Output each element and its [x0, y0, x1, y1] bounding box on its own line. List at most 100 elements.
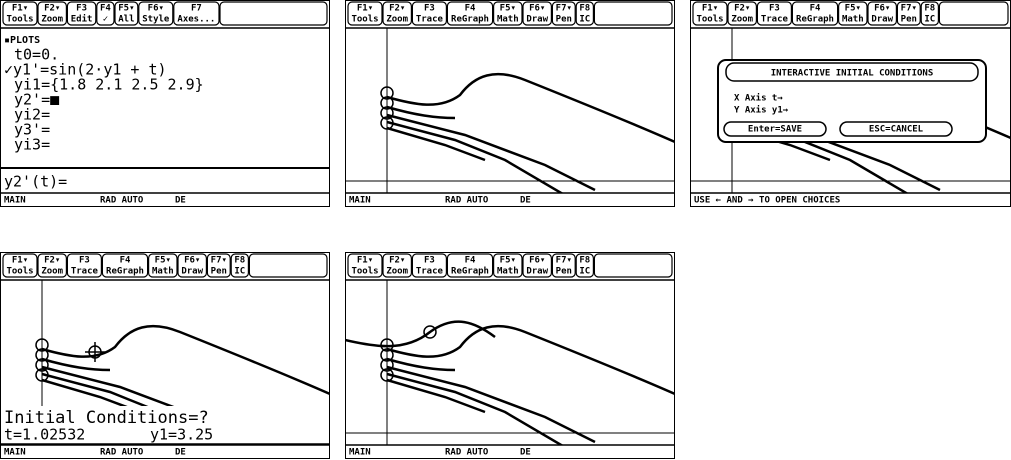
toolbar-key: F7▾ — [901, 4, 917, 14]
screen-content: F1▾ToolsF2▾ZoomF3TraceF4ReGraphF5▾MathF6… — [345, 0, 675, 207]
toolbar-key: F6▾ — [529, 256, 545, 266]
toolbar-label: Style — [142, 15, 170, 25]
toolbar-key: F2▾ — [734, 4, 750, 14]
toolbar-label: Pen — [211, 267, 227, 277]
toolbar-key: F2▾ — [389, 4, 405, 14]
status-text: DE — [175, 448, 186, 458]
status-text: MAIN — [4, 448, 26, 458]
toolbar-key: F4 — [100, 4, 111, 14]
toolbar-key: F5▾ — [500, 4, 516, 14]
toolbar-label: Draw — [526, 15, 548, 25]
toolbar-key: F4 — [465, 256, 476, 266]
screenshots: ▪PLOTSt0=0.✓y1'=sin(2·y1 + t)yi1={1.8 2.… — [0, 0, 1011, 460]
screen-bg — [345, 0, 675, 207]
toolbar-label: Math — [842, 15, 864, 25]
status-bg — [0, 445, 330, 459]
toolbar-key: F1▾ — [12, 256, 28, 266]
toolbar-key: F3 — [424, 256, 435, 266]
status-bg — [0, 193, 330, 207]
screen-bg — [345, 252, 675, 459]
calculator-screen: ▪PLOTSt0=0.✓y1'=sin(2·y1 + t)yi1={1.8 2.… — [0, 0, 330, 207]
dialog-button-label: Enter=SAVE — [748, 125, 802, 135]
status-text: RAD AUTO — [100, 448, 144, 458]
status-text: DE — [520, 448, 531, 458]
toolbar-label: IC — [924, 15, 935, 25]
toolbar-key: F3 — [769, 4, 780, 14]
toolbar-key: F7 — [191, 4, 202, 14]
status-text: DE — [175, 196, 186, 206]
toolbar-label: Pen — [901, 15, 917, 25]
toolbar-key: F1▾ — [357, 256, 373, 266]
toolbar-label: Trace — [416, 267, 444, 277]
toolbar-label: Zoom — [731, 15, 753, 25]
status-bg — [345, 445, 675, 459]
toolbar-empty — [220, 2, 327, 25]
toolbar-key: F2▾ — [44, 4, 60, 14]
toolbar-label: Edit — [71, 14, 93, 25]
toolbar-label: Zoom — [386, 267, 408, 277]
toolbar-key: F6▾ — [529, 4, 545, 14]
toolbar-key: F3 — [424, 4, 435, 14]
toolbar-label: Zoom — [41, 15, 63, 25]
toolbar-key: F1▾ — [357, 4, 373, 14]
status-text: RAD AUTO — [100, 196, 144, 206]
toolbar-label: Tools — [6, 15, 33, 25]
toolbar-key: F5▾ — [845, 4, 861, 14]
status-text: RAD AUTO — [445, 196, 489, 206]
screen-content: INTERACTIVE INITIAL CONDITIONS X Axis t→Y… — [690, 0, 1011, 207]
toolbar-label: Trace — [761, 15, 789, 25]
dialog: INTERACTIVE INITIAL CONDITIONS X Axis t→Y… — [718, 60, 986, 142]
toolbar-key: F8 — [579, 4, 590, 14]
calculator-screen: Initial Conditions=?t=1.02532y1=3.25F1▾T… — [0, 252, 330, 459]
toolbar-label: Trace — [416, 15, 444, 25]
status-text: MAIN — [349, 196, 371, 206]
toolbar-label: ReGraph — [106, 267, 144, 277]
toolbar-label: IC — [579, 15, 590, 25]
toolbar-label: IC — [579, 267, 590, 277]
toolbar-key: F1▾ — [702, 4, 718, 14]
toolbar-label: Draw — [526, 267, 548, 277]
toolbar-label: All — [118, 15, 134, 25]
toolbar-key: F1▾ — [12, 4, 28, 14]
status-text: USE ← AND → TO OPEN CHOICES — [694, 196, 840, 206]
toolbar-label: Zoom — [41, 267, 63, 277]
status-bg — [345, 193, 675, 207]
page: ▪PLOTSt0=0.✓y1'=sin(2·y1 + t)yi1={1.8 2.… — [0, 0, 1011, 460]
status-text: MAIN — [349, 448, 371, 458]
toolbar-key: F7▾ — [556, 4, 572, 14]
status-text: DE — [520, 196, 531, 206]
editor-line: yi3= — [14, 136, 50, 154]
toolbar-label: Zoom — [386, 15, 408, 25]
toolbar-label: ✓ — [103, 15, 108, 25]
calculator-screen: INTERACTIVE INITIAL CONDITIONS X Axis t→Y… — [690, 0, 1011, 207]
status-text: RAD AUTO — [445, 448, 489, 458]
toolbar-key: F5▾ — [500, 256, 516, 266]
editor-line: ▪PLOTS — [4, 35, 40, 46]
toolbar-label: Tools — [6, 267, 33, 277]
toolbar-label: Tools — [351, 15, 378, 25]
toolbar-empty — [594, 254, 672, 277]
toolbar-label: Axes... — [177, 15, 215, 25]
calculator-screen: F1▾ToolsF2▾ZoomF3TraceF4ReGraphF5▾MathF6… — [345, 252, 675, 459]
toolbar-label: Math — [497, 15, 519, 25]
toolbar-key: F6▾ — [148, 4, 164, 14]
entry-line: y2'(t)= — [4, 173, 67, 191]
toolbar-key: F3 — [79, 256, 90, 266]
status-text: MAIN — [4, 196, 26, 206]
dialog-field: Y Axis y1→ — [734, 105, 789, 116]
toolbar-empty — [249, 254, 327, 277]
toolbar-key: F5▾ — [118, 4, 134, 14]
dialog-field: X Axis t→ — [734, 93, 783, 104]
toolbar-key: F3 — [76, 4, 87, 14]
toolbar-empty — [594, 2, 672, 25]
toolbar-label: Tools — [351, 267, 378, 277]
toolbar-label: Math — [152, 267, 174, 277]
calculator-screen: F1▾ToolsF2▾ZoomF3TraceF4ReGraphF5▾MathF6… — [345, 0, 675, 207]
dialog-title: INTERACTIVE INITIAL CONDITIONS — [771, 69, 934, 79]
toolbar-key: F4 — [120, 256, 131, 266]
toolbar-key: F6▾ — [874, 4, 890, 14]
toolbar-label: Draw — [181, 267, 203, 277]
toolbar-label: Draw — [871, 15, 893, 25]
toolbar-key: F2▾ — [44, 256, 60, 266]
